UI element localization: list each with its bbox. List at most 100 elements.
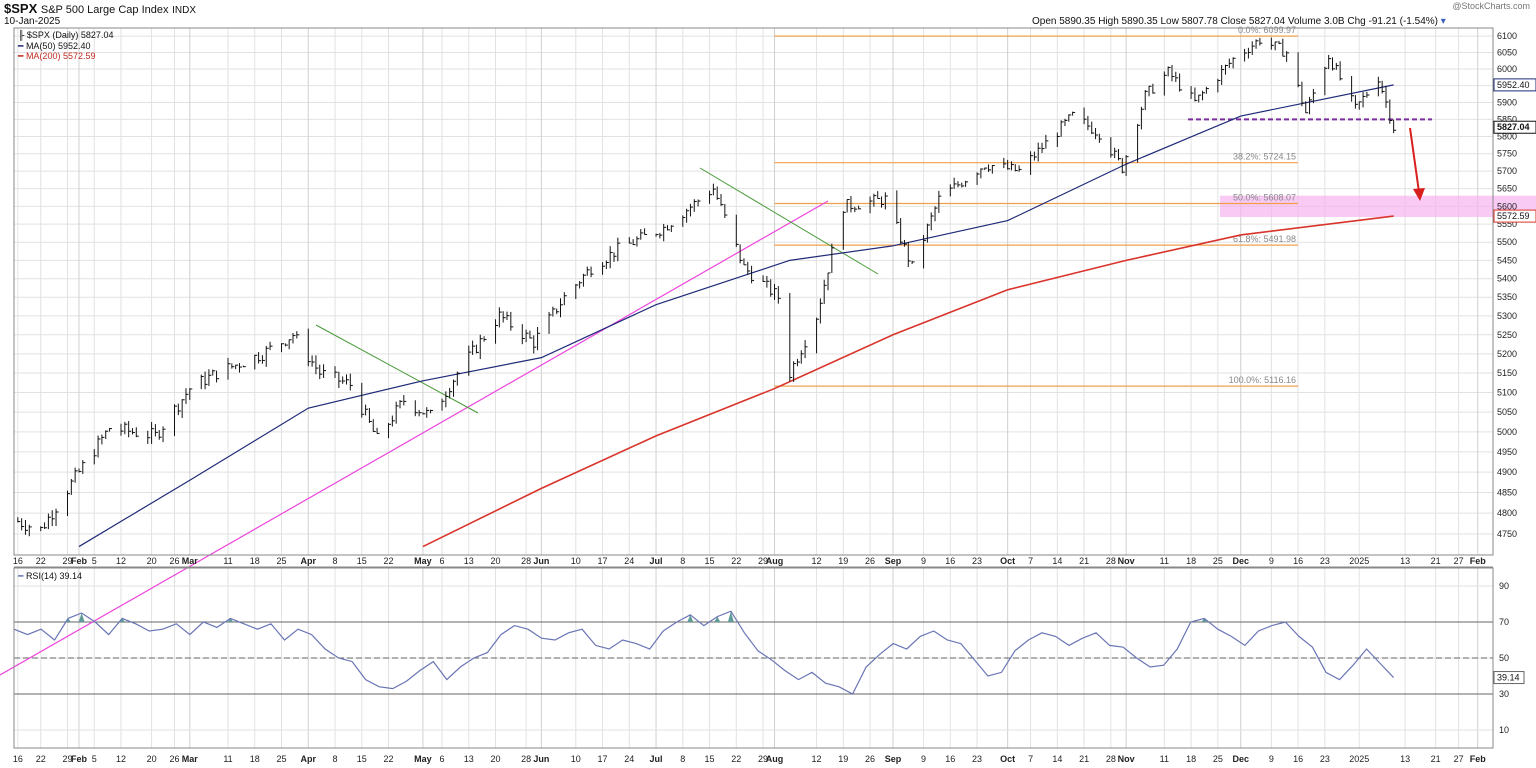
y-tick-label: 5000	[1497, 427, 1517, 437]
y-tick-label: 5100	[1497, 387, 1517, 397]
x-tick-label: 10	[571, 754, 581, 764]
x-tick-label: 15	[705, 556, 715, 566]
symbol: $SPX	[4, 1, 38, 16]
x-tick-label: 15	[357, 754, 367, 764]
x-tick-label: 5	[92, 754, 97, 764]
x-tick-label: 17	[598, 754, 608, 764]
watermark: @StockCharts.com	[1452, 1, 1530, 11]
y-tick-label: 4800	[1497, 508, 1517, 518]
low-value: 5807.78	[1181, 16, 1218, 27]
x-tick-label: 22	[36, 556, 46, 566]
x-tick-label: 18	[1186, 754, 1196, 764]
x-tick-label: 21	[1079, 754, 1089, 764]
x-tick-label: 10	[571, 556, 581, 566]
x-tick-label: 20	[147, 754, 157, 764]
x-tick-label: 21	[1431, 556, 1441, 566]
x-tick-label: 16	[945, 556, 955, 566]
x-tick-label: 29	[758, 556, 768, 566]
y-tick-label: 5800	[1497, 131, 1517, 141]
rsi-value-badge	[1493, 671, 1525, 685]
x-tick-label: 9	[1269, 754, 1274, 764]
y-tick-label: 4750	[1497, 529, 1517, 539]
x-tick-label: Jun	[533, 754, 549, 764]
volume-label: Volume	[1287, 16, 1322, 27]
x-tick-label: 11	[1160, 556, 1169, 566]
legend-series-label: $SPX (Daily) 5827.04	[26, 30, 114, 40]
x-tick-label: 16	[13, 754, 23, 764]
moving-averages	[78, 84, 1394, 548]
x-tick-label: Nov	[1118, 556, 1135, 566]
value-badge	[1493, 120, 1536, 134]
x-tick-label: 23	[1320, 754, 1330, 764]
x-tick-label: 16	[1293, 556, 1303, 566]
value-badge-label: 5952.40	[1497, 80, 1530, 90]
y-tick-label: 5200	[1497, 349, 1517, 359]
x-tick-label: 18	[1186, 556, 1196, 566]
x-tick-label: 28	[521, 754, 531, 764]
index-name: S&P 500 Large Cap Index	[40, 4, 169, 16]
x-tick-label: 23	[1320, 556, 1330, 566]
x-tick-label: 23	[972, 556, 982, 566]
x-tick-label: 28	[1106, 754, 1116, 764]
x-tick-label: 28	[1106, 556, 1116, 566]
x-tick-label: 12	[116, 556, 126, 566]
green-trendline-summer	[699, 167, 879, 275]
x-tick-label: 16	[1293, 754, 1303, 764]
value-badge	[1493, 78, 1536, 92]
fibonacci-levels: 0.0%: 6099.97 38.2%: 5724.15 50.0%: 5608.0…	[774, 25, 1298, 387]
trend-lines	[0, 118, 1432, 676]
y-tick-label: 5300	[1497, 311, 1517, 321]
x-tick-label: 27	[1454, 556, 1464, 566]
x-tick-label: 5	[92, 556, 97, 566]
volume-value: 3.0B	[1324, 16, 1345, 27]
x-tick-label: 13	[464, 556, 474, 566]
x-tick-label: 15	[705, 754, 715, 764]
x-tick-label: 16	[945, 754, 955, 764]
x-tick-label: 7	[1028, 556, 1033, 566]
close-value: 5827.04	[1248, 16, 1286, 27]
y-tick-label: 5850	[1497, 114, 1517, 124]
legend-rsi-label: RSI(14) 39.14	[25, 571, 82, 581]
x-tick-label: Jul	[650, 754, 663, 764]
y-tick-label: 5350	[1497, 292, 1517, 302]
dropdown-icon[interactable]: ▾	[1440, 16, 1446, 27]
rsi-grid	[14, 568, 1493, 748]
open-value: 5890.35	[1059, 16, 1096, 27]
fib-label: 100.0%: 5116.16	[1229, 375, 1296, 385]
x-tick-label: 22	[731, 754, 741, 764]
x-tick-label: May	[414, 556, 432, 566]
x-tick-label: 19	[838, 754, 848, 764]
x-tick-label: Sep	[885, 556, 902, 566]
ma200-swatch-icon: ━	[18, 51, 24, 61]
x-tick-label: 8	[333, 556, 338, 566]
x-tick-label: 9	[921, 556, 926, 566]
x-tick-label: 11	[223, 556, 232, 566]
x-tick-label: 18	[250, 556, 260, 566]
x-tick-label: 25	[277, 556, 287, 566]
x-tick-label: 23	[972, 754, 982, 764]
x-tick-label: 26	[170, 556, 180, 566]
price-bars	[17, 37, 1397, 537]
fib-label: 61.8%: 5491.98	[1233, 234, 1296, 244]
legend-ma200: ━ MA(200) 5572.59	[18, 51, 95, 62]
x-tick-label: Feb	[71, 556, 88, 566]
x-tick-label: 29	[758, 754, 768, 764]
y-tick-label: 6000	[1497, 64, 1517, 74]
x-tick-label: 27	[1454, 754, 1464, 764]
x-tick-label: 25	[1213, 556, 1223, 566]
x-tick-label: 12	[812, 556, 822, 566]
x-tick-label: 15	[357, 556, 367, 566]
rsi-tick-label: 90	[1499, 581, 1509, 591]
x-tick-label: Jul	[650, 556, 663, 566]
x-tick-label: 7	[1028, 754, 1033, 764]
x-tick-label: 22	[384, 556, 394, 566]
x-tick-label: 13	[464, 754, 474, 764]
legend-rsi: ━ RSI(14) 39.14	[18, 571, 82, 582]
target-zone-rect	[1220, 195, 1536, 218]
x-tick-label: 29	[62, 556, 72, 566]
x-tick-label: 6	[440, 754, 445, 764]
y-tick-label: 5600	[1497, 201, 1517, 211]
y-tick-label: 6100	[1497, 31, 1517, 41]
x-tick-label: 21	[1079, 556, 1089, 566]
y-tick-label: 5050	[1497, 407, 1517, 417]
